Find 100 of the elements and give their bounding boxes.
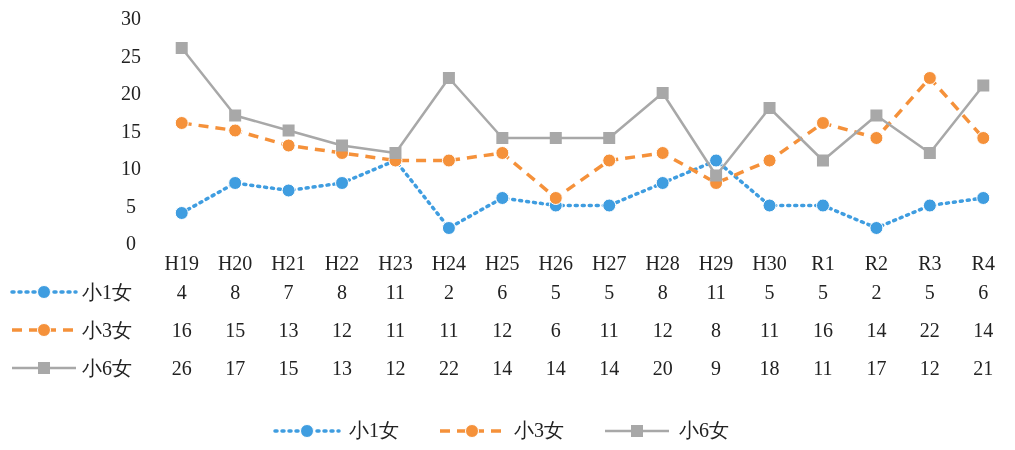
x-tick-label: H28 [645, 252, 680, 274]
point [496, 132, 509, 144]
point [228, 123, 243, 138]
point [977, 79, 990, 92]
x-tick-label: H22 [324, 252, 360, 274]
point [495, 191, 510, 205]
data-label: 26 [171, 357, 192, 379]
data-label: 5 [550, 281, 561, 303]
x-tick-label: H27 [591, 252, 627, 274]
data-label: 8 [711, 319, 722, 341]
point [603, 132, 616, 144]
data-label: 5 [604, 281, 615, 303]
legend-label: 小6女 [82, 357, 132, 379]
x-tick-label: H23 [378, 252, 413, 274]
point [922, 71, 937, 85]
data-label: 22 [919, 319, 940, 341]
x-tick-label: H26 [538, 252, 574, 274]
y-tick-label: 10 [121, 157, 141, 179]
x-tick-label: H24 [431, 252, 467, 274]
point [174, 206, 189, 220]
data-label: 18 [759, 357, 780, 379]
data-label: 8 [230, 281, 241, 303]
data-label: 11 [385, 281, 406, 303]
point [281, 138, 296, 153]
legend-label: 小1女 [82, 281, 132, 303]
data-label: 22 [438, 357, 459, 379]
point [602, 153, 617, 168]
data-label: 6 [497, 281, 508, 303]
point [976, 191, 991, 205]
y-tick-label: 25 [121, 44, 141, 67]
point [655, 146, 670, 160]
point [389, 147, 402, 159]
data-label: 16 [171, 319, 192, 341]
data-label: 13 [278, 319, 299, 341]
point [815, 198, 830, 213]
y-tick-label: 15 [121, 119, 141, 142]
x-tick-label: H19 [164, 252, 199, 274]
point [762, 198, 777, 213]
x-tick-label: H30 [752, 252, 787, 274]
data-label: 11 [439, 319, 459, 341]
x-tick-label: H21 [271, 252, 306, 274]
data-label: 17 [866, 357, 887, 379]
data-label: 11 [759, 319, 780, 341]
x-tick-label: R3 [918, 252, 942, 274]
data-label: 5 [764, 281, 775, 303]
data-label: 13 [332, 357, 353, 379]
x-tick-label: H25 [485, 252, 520, 274]
y-tick-label: 5 [126, 194, 136, 217]
point [174, 116, 189, 130]
point [336, 139, 349, 152]
text: 小6女 [679, 419, 729, 441]
point [870, 109, 883, 122]
point [549, 132, 562, 144]
x-tick-label: R1 [811, 252, 835, 274]
data-label: 8 [657, 281, 668, 303]
data-label: 14 [866, 319, 887, 341]
data-label: 8 [337, 281, 348, 303]
text: 小3女 [514, 419, 564, 441]
point [815, 116, 830, 130]
point [655, 176, 670, 190]
point [762, 153, 777, 168]
point [709, 153, 724, 168]
point [441, 153, 456, 168]
data-label: 12 [385, 357, 406, 379]
y-tick-label: 20 [121, 82, 141, 104]
point [228, 176, 243, 190]
legend-label: 小3女 [82, 319, 132, 341]
x-tick-label: H20 [217, 252, 253, 274]
x-tick-label: H29 [698, 252, 734, 274]
data-label: 15 [278, 357, 299, 379]
point [229, 109, 242, 122]
point [710, 169, 723, 182]
point [923, 147, 936, 159]
data-label: 11 [599, 319, 619, 341]
data-label: 12 [652, 319, 673, 341]
point [175, 42, 188, 54]
point [869, 221, 884, 235]
data-label: 9 [711, 357, 722, 379]
point [335, 176, 350, 190]
x-tick-label: R2 [864, 252, 889, 274]
y-tick-label: 30 [121, 7, 141, 29]
data-label: 17 [225, 357, 246, 379]
data-label: 7 [283, 281, 294, 303]
x-tick-label: R4 [971, 252, 995, 274]
data-label: 5 [817, 281, 828, 303]
point [441, 221, 456, 235]
data-label: 4 [176, 281, 187, 303]
data-label: 14 [492, 357, 513, 379]
data-label: 16 [812, 319, 833, 341]
data-label: 11 [813, 357, 833, 379]
point [656, 87, 669, 99]
data-label: 2 [443, 281, 454, 303]
point [816, 154, 829, 167]
data-label: 11 [706, 281, 726, 303]
point [922, 198, 937, 213]
point [442, 72, 455, 84]
data-label: 5 [924, 281, 935, 303]
data-label: 6 [978, 281, 989, 303]
data-label: 21 [973, 357, 994, 379]
data-label: 2 [871, 281, 882, 303]
